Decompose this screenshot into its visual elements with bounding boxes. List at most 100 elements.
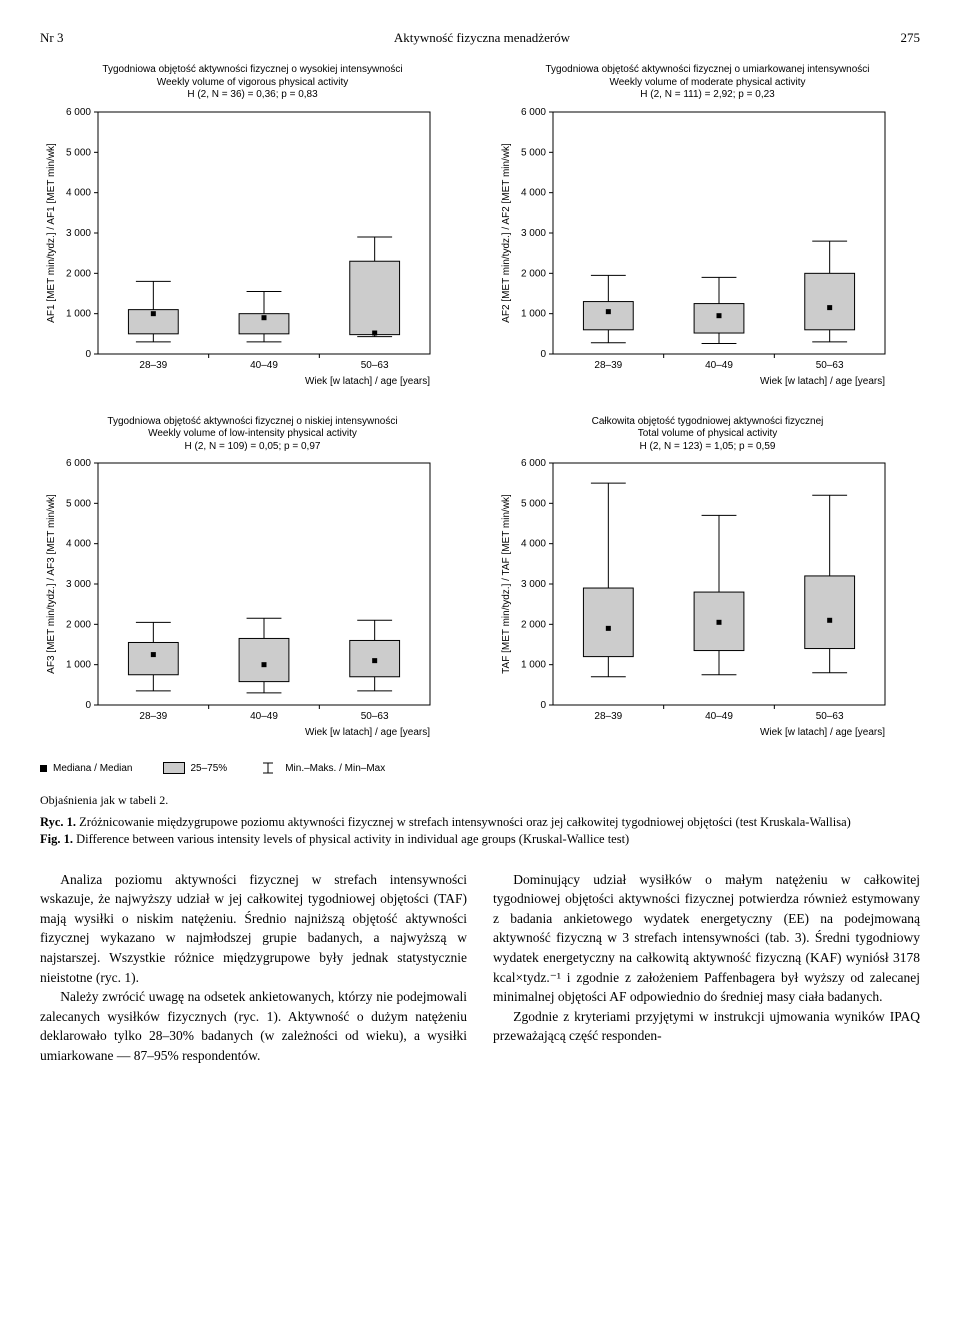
header-left: Nr 3: [40, 30, 63, 46]
xtick-label: 40–49: [250, 360, 278, 371]
caption-en-prefix: Fig. 1.: [40, 832, 73, 846]
legend-box: 25–75%: [163, 762, 228, 774]
ytick-label: 2 000: [66, 619, 91, 630]
ytick-label: 3 000: [521, 579, 546, 590]
legend-box-icon: [163, 762, 185, 774]
xtick-label: 40–49: [705, 711, 733, 722]
chart-svg: 0 1 000 2 000 3 000 4 000 5 000 6 000 AF3 [MET …: [40, 457, 440, 747]
ytick-label: 3 000: [66, 579, 91, 590]
median-marker: [827, 618, 832, 623]
xtick-label: 50–63: [361, 360, 389, 371]
caption-pl-text: Zróżnicowanie międzygrupowe poziomu akty…: [79, 815, 851, 829]
ytick-label: 6 000: [521, 458, 546, 469]
y-axis-title: AF3 [MET min/tydz.] / AF3 [MET min/wk]: [46, 494, 57, 674]
legend-median-label: Mediana / Median: [53, 763, 133, 774]
xtick-label: 40–49: [705, 360, 733, 371]
y-axis-title: TAF [MET min/tydz.] / TAF [MET min/wk]: [501, 494, 512, 674]
median-marker: [717, 313, 722, 318]
y-axis-title: AF1 [MET min/tydz.] / AF1 [MET min/wk]: [46, 142, 57, 322]
ytick-label: 4 000: [521, 539, 546, 550]
ytick-label: 6 000: [66, 458, 91, 469]
x-axis-title: Wiek [w latach] / age [years]: [760, 727, 885, 738]
median-marker: [717, 620, 722, 625]
legend-whisker: Min.–Maks. / Min–Max: [257, 761, 385, 775]
body-paragraph: Zgodnie z kryteriami przyjętymi w instru…: [493, 1007, 920, 1046]
charts-grid: Tygodniowa objętość aktywności fizycznej…: [40, 64, 920, 747]
ytick-label: 1 000: [521, 308, 546, 319]
median-marker: [606, 309, 611, 314]
legend-median-icon: [40, 765, 47, 772]
median-marker: [372, 658, 377, 663]
header-right: 275: [901, 30, 921, 46]
body-paragraph: Należy zwrócić uwagę na odsetek ankietow…: [40, 987, 467, 1065]
ytick-label: 2 000: [521, 619, 546, 630]
median-marker: [606, 626, 611, 631]
ytick-label: 2 000: [521, 268, 546, 279]
box: [350, 261, 400, 334]
xtick-label: 50–63: [361, 711, 389, 722]
x-axis-title: Wiek [w latach] / age [years]: [760, 376, 885, 387]
chart-title: Tygodniowa objętość aktywności fizycznej…: [40, 64, 465, 102]
median-marker: [827, 305, 832, 310]
box: [583, 301, 633, 329]
box: [805, 273, 855, 329]
xtick-label: 50–63: [816, 360, 844, 371]
median-marker: [262, 662, 267, 667]
ytick-label: 4 000: [66, 539, 91, 550]
ytick-label: 4 000: [521, 187, 546, 198]
table-footnote: Objaśnienia jak w tabeli 2.: [40, 793, 920, 808]
legend-median: Mediana / Median: [40, 763, 133, 774]
median-marker: [151, 311, 156, 316]
body-paragraph: Analiza poziomu aktywności fizycznej w s…: [40, 870, 467, 987]
chart-svg: 0 1 000 2 000 3 000 4 000 5 000 6 000 AF1 [MET …: [40, 106, 440, 396]
legend-whisker-icon: [257, 761, 279, 775]
ytick-label: 6 000: [521, 107, 546, 118]
ytick-label: 0: [540, 700, 546, 711]
chart-legend: Mediana / Median 25–75% Min.–Maks. / Min…: [40, 761, 920, 775]
ytick-label: 6 000: [66, 107, 91, 118]
ytick-label: 0: [540, 349, 546, 360]
median-marker: [372, 330, 377, 335]
ytick-label: 4 000: [66, 187, 91, 198]
box: [128, 642, 178, 674]
xtick-label: 50–63: [816, 711, 844, 722]
chart-af1: Tygodniowa objętość aktywności fizycznej…: [40, 64, 465, 396]
ytick-label: 1 000: [66, 660, 91, 671]
ytick-label: 0: [85, 700, 91, 711]
box: [694, 303, 744, 332]
chart-af3: Tygodniowa objętość aktywności fizycznej…: [40, 416, 465, 748]
ytick-label: 0: [85, 349, 91, 360]
caption-pl-prefix: Ryc. 1.: [40, 815, 76, 829]
chart-taf: Całkowita objętość tygodniowej aktywnośc…: [495, 416, 920, 748]
ytick-label: 5 000: [521, 147, 546, 158]
ytick-label: 3 000: [66, 228, 91, 239]
chart-title: Tygodniowa objętość aktywności fizycznej…: [495, 64, 920, 102]
legend-box-label: 25–75%: [191, 763, 228, 774]
ytick-label: 3 000: [521, 228, 546, 239]
chart-af2: Tygodniowa objętość aktywności fizycznej…: [495, 64, 920, 396]
ytick-label: 1 000: [521, 660, 546, 671]
x-axis-title: Wiek [w latach] / age [years]: [305, 727, 430, 738]
xtick-label: 28–39: [139, 711, 167, 722]
median-marker: [151, 652, 156, 657]
body-text: Analiza poziomu aktywności fizycznej w s…: [40, 870, 920, 1066]
xtick-label: 28–39: [594, 360, 622, 371]
xtick-label: 28–39: [139, 360, 167, 371]
chart-title: Całkowita objętość tygodniowej aktywnośc…: [495, 416, 920, 454]
page-header: Nr 3 Aktywność fizyczna menadżerów 275: [40, 30, 920, 46]
xtick-label: 40–49: [250, 711, 278, 722]
y-axis-title: AF2 [MET min/tydz.] / AF2 [MET min/wk]: [501, 142, 512, 322]
ytick-label: 1 000: [66, 308, 91, 319]
ytick-label: 5 000: [521, 498, 546, 509]
box: [805, 576, 855, 649]
xtick-label: 28–39: [594, 711, 622, 722]
chart-svg: 0 1 000 2 000 3 000 4 000 5 000 6 000 AF2 [MET …: [495, 106, 895, 396]
figure-caption: Ryc. 1. Zróżnicowanie międzygrupowe pozi…: [40, 814, 920, 848]
body-paragraph: Dominujący udział wysiłków o małym natęż…: [493, 870, 920, 1007]
caption-en-text: Difference between various intensity lev…: [76, 832, 629, 846]
box: [239, 638, 289, 681]
ytick-label: 2 000: [66, 268, 91, 279]
ytick-label: 5 000: [66, 498, 91, 509]
ytick-label: 5 000: [66, 147, 91, 158]
box: [583, 588, 633, 657]
